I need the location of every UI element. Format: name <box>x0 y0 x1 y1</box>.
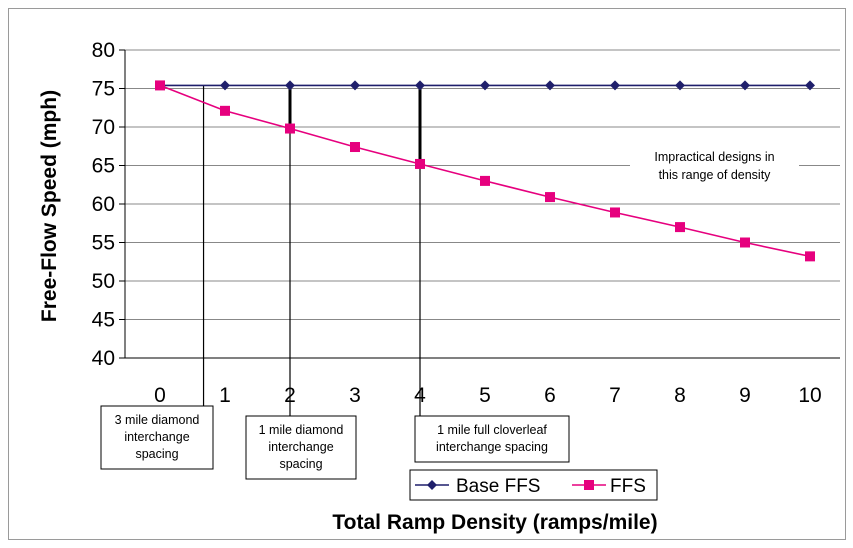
data-point <box>610 80 620 91</box>
x-tick-label: 3 <box>349 384 361 407</box>
legend-box <box>409 469 658 501</box>
data-point <box>480 175 490 186</box>
data-point <box>155 80 165 91</box>
x-tick-label: 1 <box>219 384 231 407</box>
legend: Base FFS FFS <box>409 469 658 501</box>
annotation-text: 1 mile diamond <box>259 423 344 437</box>
y-axis-title: Free-Flow Speed (mph) <box>38 90 61 322</box>
y-tick-label: 55 <box>92 232 115 255</box>
data-point <box>740 237 750 248</box>
data-point <box>805 251 815 262</box>
x-tick-label: 7 <box>609 384 621 407</box>
y-tick-label: 60 <box>92 193 115 216</box>
y-tick-label: 75 <box>92 78 115 101</box>
x-axis-title: Total Ramp Density (ramps/mile) <box>332 511 657 534</box>
data-point <box>740 80 750 91</box>
annotation-text: interchange <box>124 430 189 444</box>
data-point <box>285 80 295 91</box>
note-box <box>630 146 799 186</box>
data-point <box>350 142 360 153</box>
annotation-text: interchange spacing <box>436 440 548 454</box>
data-point <box>805 80 815 91</box>
series-layer <box>155 80 815 262</box>
x-tick-label: 8 <box>674 384 686 407</box>
data-point <box>415 158 425 169</box>
data-point <box>675 222 685 233</box>
y-tick-label: 65 <box>92 155 115 178</box>
y-tick-label: 50 <box>92 270 115 293</box>
note-text: Impractical designs in <box>654 150 774 164</box>
legend-label: FFS <box>610 476 646 497</box>
data-point <box>480 80 490 91</box>
data-point <box>285 123 295 134</box>
annotation-text: interchange <box>268 440 333 454</box>
annotations-layer: 3 mile diamond interchange spacing 1 mile d… <box>100 146 799 480</box>
annotation-box <box>414 415 570 463</box>
note-text: this range of density <box>659 168 772 182</box>
x-tick-label: 0 <box>154 384 166 407</box>
data-point <box>610 207 620 218</box>
data-point <box>220 105 230 116</box>
data-point <box>545 80 555 91</box>
reference-lines-layer <box>202 85 422 416</box>
data-point <box>415 80 425 91</box>
annotation-box <box>100 405 214 470</box>
legend-swatch-marker <box>584 480 594 490</box>
data-point <box>545 192 555 203</box>
x-tick-label: 9 <box>739 384 751 407</box>
y-tick-label: 40 <box>92 347 115 370</box>
x-tick-label: 6 <box>544 384 556 407</box>
x-tick-label: 5 <box>479 384 491 407</box>
annotation-text: spacing <box>135 447 178 461</box>
annotation-box <box>245 415 357 480</box>
data-point <box>675 80 685 91</box>
y-tick-label: 45 <box>92 309 115 332</box>
data-point <box>350 80 360 91</box>
legend-swatch-marker <box>427 480 437 490</box>
legend-label: Base FFS <box>456 476 540 497</box>
annotation-text: spacing <box>279 457 322 471</box>
x-tick-label: 10 <box>798 384 821 407</box>
y-tick-label: 80 <box>92 39 115 62</box>
chart-frame <box>8 8 846 540</box>
annotation-text: 3 mile diamond <box>115 413 200 427</box>
annotation-text: 1 mile full cloverleaf <box>437 423 547 437</box>
y-tick-label: 70 <box>92 116 115 139</box>
data-point <box>220 80 230 91</box>
